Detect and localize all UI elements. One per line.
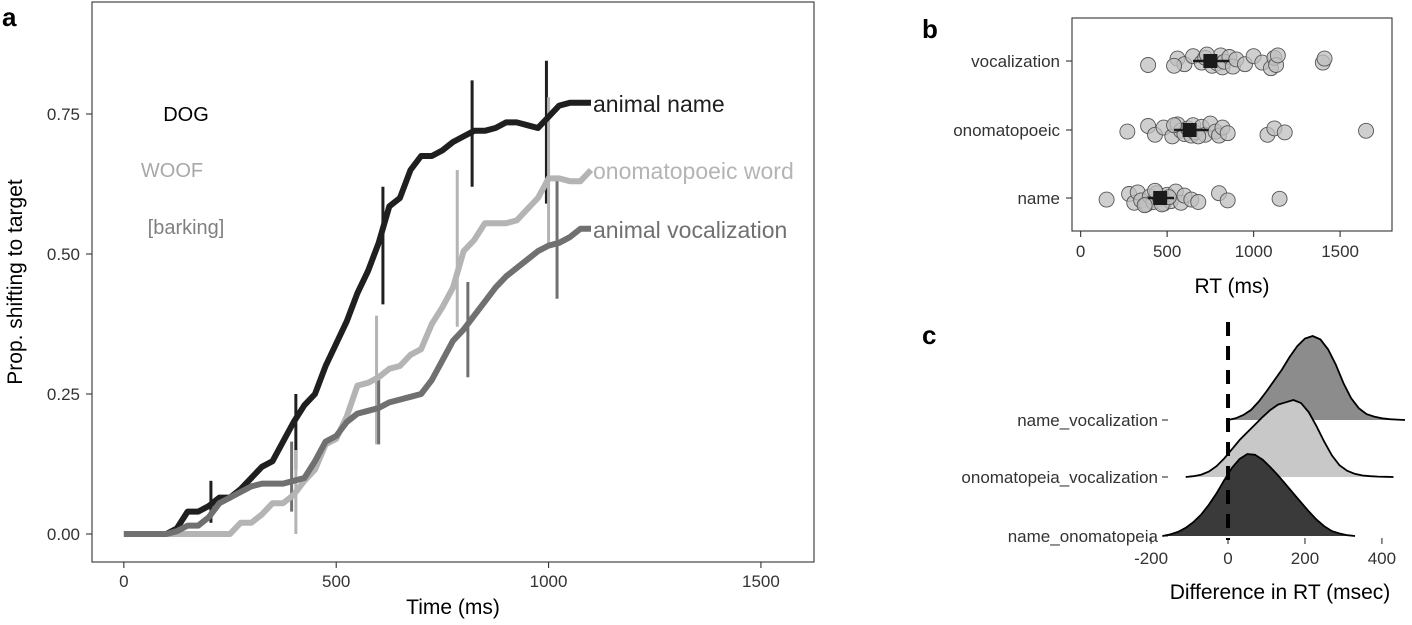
series-label-animal-vocalization: animal vocalization — [593, 217, 787, 243]
panel-a-y-tick-label: 0.00 — [47, 525, 80, 544]
rt-point-onomatopoeic — [1119, 123, 1136, 140]
panel-c-category-label: name_onomatopeia — [1008, 527, 1159, 546]
panel-a-x-tick-label: 1000 — [530, 572, 568, 591]
rt-point-vocalization — [1269, 47, 1286, 64]
panel-c-x-axis-title: Difference in RT (msec) — [1170, 581, 1391, 604]
series-label-animal-name: animal name — [593, 91, 725, 117]
rt-point-vocalization — [1140, 57, 1157, 73]
panel-b-x-tick-label: 1500 — [1321, 242, 1359, 261]
rt-point-vocalization — [1166, 57, 1183, 74]
panel-letter-b: b — [922, 14, 938, 44]
legend-word-dog: DOG — [163, 104, 209, 126]
density-fill-onomatopeia-vocalization — [1185, 400, 1394, 477]
rt-point-onomatopoeic — [1358, 122, 1375, 139]
panel-c-densities — [1162, 335, 1406, 537]
rt-point-name — [1098, 191, 1115, 208]
rt-point-name — [1190, 194, 1207, 210]
panel-c-x-tick-label: 400 — [1368, 549, 1396, 568]
rt-point-name — [1219, 192, 1236, 209]
panel-c-category-label: name_vocalization — [1017, 411, 1158, 430]
panel-b-category-label: vocalization — [971, 52, 1060, 71]
panel-a-y-tick-label: 0.50 — [47, 245, 80, 264]
density-outline-name-vocalization — [1227, 335, 1406, 421]
series-label-onomatopoeic-word: onomatopoeic word — [593, 158, 794, 184]
panel-a-y-axis-title: Prop. shifting to target — [4, 179, 27, 385]
panel-a-y-tick-label: 0.25 — [47, 385, 80, 404]
panel-b-points — [1098, 46, 1375, 214]
panel-a-x-tick-label: 500 — [322, 572, 350, 591]
density-fill-name-onomatopeia — [1162, 454, 1355, 536]
legend-word-barking: [barking] — [148, 217, 225, 239]
panel-b-category-label: onomatopoeic — [953, 121, 1060, 140]
density-outline-onomatopeia-vocalization — [1185, 399, 1394, 478]
panel-letter-a: a — [2, 2, 17, 32]
rt-point-name — [1136, 197, 1153, 214]
series-line-animal-vocalization — [123, 225, 591, 537]
panel-b-x-tick-label: 500 — [1153, 242, 1181, 261]
panel-a-frame — [91, 1, 815, 563]
panel-c-x-tick-label: -200 — [1134, 549, 1168, 568]
rt-point-name — [1271, 190, 1288, 207]
panel-b-frame — [1071, 17, 1393, 232]
rt-mean-name — [1153, 191, 1168, 205]
legend-word-woof: WOOF — [141, 160, 203, 182]
panel-a-y-tick-label: 0.75 — [47, 105, 80, 124]
panel-a-x-tick-label: 0 — [119, 572, 128, 591]
rt-mean-vocalization — [1203, 54, 1218, 68]
panel-a-ticks: 0 500 1000 1500 0.00 0.25 0.50 0.75 — [47, 105, 780, 591]
panel-b-means — [1148, 54, 1230, 205]
panel-b-category-label: name — [1017, 189, 1060, 208]
rt-point-vocalization — [1316, 50, 1333, 67]
panel-letter-c: c — [922, 320, 936, 350]
rt-point-onomatopoeic — [1276, 124, 1293, 141]
series-line-onomatopoeic-word — [123, 167, 594, 537]
density-fill-name-vocalization — [1228, 336, 1405, 420]
panel-c-category-label: onomatopeia_vocalization — [961, 468, 1158, 487]
rt-mean-onomatopoeic — [1182, 123, 1197, 137]
panel-b-x-tick-label: 0 — [1076, 242, 1085, 261]
panel-a-lines — [123, 99, 594, 537]
series-line-animal-name — [123, 99, 591, 537]
panel-c-x-tick-label: 200 — [1291, 549, 1319, 568]
panel-a-x-tick-label: 1500 — [742, 572, 780, 591]
panel-b-x-tick-label: 1000 — [1235, 242, 1273, 261]
density-outline-name-onomatopeia — [1162, 453, 1356, 537]
panel-a-x-axis-title: Time (ms) — [406, 596, 500, 619]
panel-c-ticks: -200 0 200 400 name_vocalization onomatopeia_… — [961, 411, 1396, 568]
panel-b-x-axis-title: RT (ms) — [1194, 275, 1269, 298]
panel-b-ticks: 0 500 1000 1500 vocalization onomatopoeic name — [953, 52, 1359, 261]
rt-point-onomatopoeic — [1219, 125, 1236, 142]
panel-c-x-tick-label: 0 — [1223, 549, 1232, 568]
panel-a-series-labels: animal name onomatopoeic word animal vocal… — [593, 91, 794, 243]
